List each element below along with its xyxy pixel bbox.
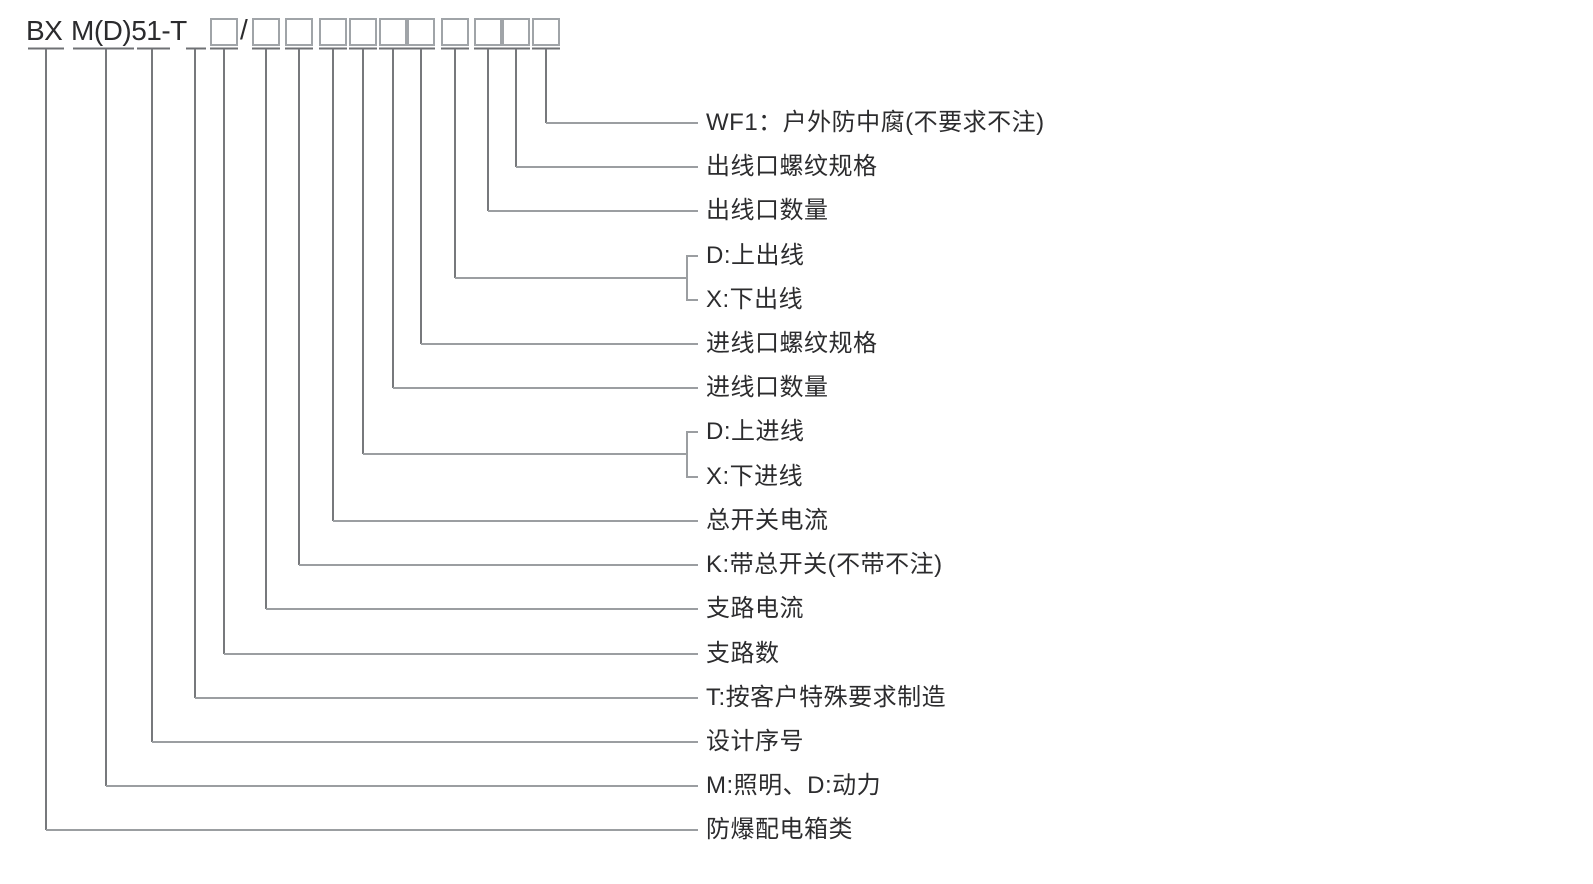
legend-outlet-thread-spec: 出线口螺纹规格 bbox=[706, 153, 878, 180]
outlet-direction-bracket bbox=[686, 255, 698, 301]
code-box-main-switch-current bbox=[319, 18, 347, 46]
legend-box-category: 防爆配电箱类 bbox=[706, 816, 853, 843]
code-box-anticorrosion bbox=[532, 18, 560, 46]
code-placeholder-boxes bbox=[210, 18, 560, 46]
code-box-inlet-direction bbox=[349, 18, 377, 46]
legend-inlet-bottom: X:下进线 bbox=[706, 463, 804, 490]
code-box-branch-current bbox=[252, 18, 280, 46]
legend-outlet-count: 出线口数量 bbox=[706, 197, 829, 224]
option-brackets bbox=[686, 255, 698, 478]
legend-design-serial: 设计序号 bbox=[706, 728, 804, 755]
legend-inlet-top: D:上进线 bbox=[706, 418, 805, 445]
legend-with-main-switch: K:带总开关(不带不注) bbox=[706, 551, 943, 578]
legend-outlet-top: D:上出线 bbox=[706, 242, 805, 269]
code-box-branch-count bbox=[210, 18, 238, 46]
legend-wf1-anticorrosion: WF1：户外防中腐(不要求不注) bbox=[706, 109, 1045, 136]
inlet-direction-bracket bbox=[686, 431, 698, 478]
legend-custom-manufacture: T:按客户特殊要求制造 bbox=[706, 684, 947, 711]
code-body: M(D)51-T bbox=[71, 15, 187, 46]
legend-main-switch-current: 总开关电流 bbox=[706, 507, 829, 534]
legend-branch-current: 支路电流 bbox=[706, 595, 804, 622]
code-family: BX bbox=[26, 15, 63, 46]
legend-lighting-power: M:照明、D:动力 bbox=[706, 772, 882, 799]
code-box-inlet-count bbox=[379, 18, 407, 46]
code-box-inlet-thread bbox=[407, 18, 435, 46]
legend-outlet-bottom: X:下出线 bbox=[706, 286, 804, 313]
code-box-main-switch bbox=[285, 18, 313, 46]
code-box-outlet-count bbox=[474, 18, 502, 46]
code-box-outlet-thread bbox=[502, 18, 530, 46]
horizontal-leaders bbox=[46, 122, 698, 831]
legend-branch-count: 支路数 bbox=[706, 640, 780, 667]
vertical-leaders bbox=[45, 49, 547, 830]
code-box-outlet-direction bbox=[441, 18, 469, 46]
code-separator: / bbox=[240, 14, 248, 45]
legend-inlet-thread-spec: 进线口螺纹规格 bbox=[706, 330, 878, 357]
legend-inlet-count: 进线口数量 bbox=[706, 374, 829, 401]
